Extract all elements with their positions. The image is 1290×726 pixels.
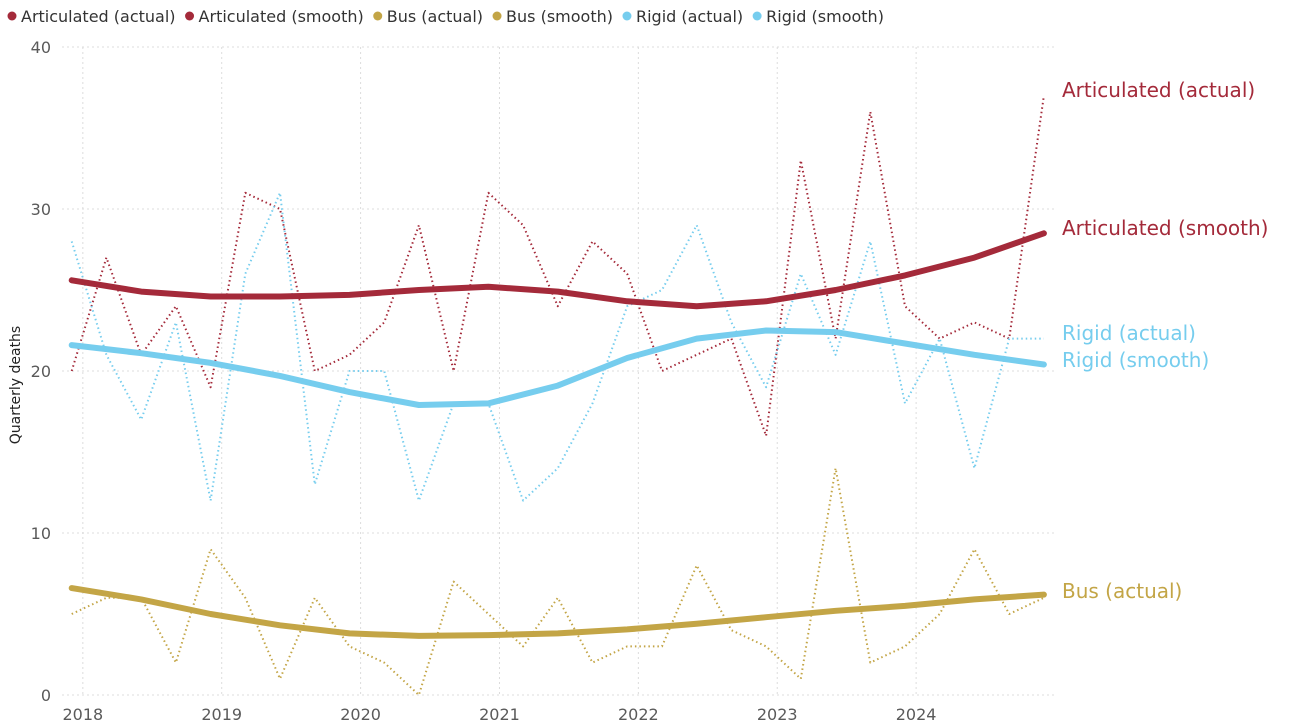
- x-tick-label: 2023: [757, 705, 798, 724]
- end-label: Articulated (actual): [1062, 78, 1255, 102]
- legend-item-label[interactable]: Articulated (smooth): [199, 7, 364, 26]
- legend-item-label[interactable]: Rigid (actual): [636, 7, 743, 26]
- legend-marker: [7, 11, 17, 21]
- end-label: Rigid (actual): [1062, 321, 1196, 345]
- legend-item-label[interactable]: Articulated (actual): [21, 7, 176, 26]
- rigid-smooth-line: [68, 327, 1047, 408]
- y-tick-label: 20: [31, 362, 51, 381]
- axes: Quarterly deaths 0 10 20 30 40 2018 2019 2020 20…: [8, 38, 936, 724]
- series-lines: [68, 95, 1047, 696]
- legend-marker: [622, 11, 632, 21]
- y-tick-label: 40: [31, 38, 51, 57]
- legend-marker: [752, 11, 762, 21]
- x-tick-label: 2024: [896, 705, 937, 724]
- legend-item-label[interactable]: Bus (smooth): [506, 7, 613, 26]
- y-tick-label: 10: [31, 524, 51, 543]
- y-tick-label: 0: [41, 686, 51, 705]
- legend-marker: [373, 11, 383, 21]
- x-tick-label: 2018: [62, 705, 103, 724]
- x-tick-label: 2019: [201, 705, 242, 724]
- legend[interactable]: Articulated (actual) Articulated (smooth)…: [7, 7, 884, 26]
- articulated-smooth-line: [68, 230, 1047, 310]
- legend-item-label[interactable]: Rigid (smooth): [766, 7, 884, 26]
- x-tick-label: 2020: [340, 705, 381, 724]
- legend-marker: [492, 11, 502, 21]
- end-label: Rigid (smooth): [1062, 348, 1209, 372]
- legend-marker: [185, 11, 195, 21]
- gridlines: [62, 46, 1055, 696]
- y-tick-label: 30: [31, 200, 51, 219]
- end-label: Articulated (smooth): [1062, 216, 1268, 240]
- bus-smooth-line: [68, 585, 1047, 639]
- y-axis-title: Quarterly deaths: [8, 326, 24, 444]
- x-tick-label: 2022: [618, 705, 659, 724]
- end-labels: Articulated (actual) Articulated (smooth)…: [1062, 78, 1268, 603]
- legend-item-label[interactable]: Bus (actual): [387, 7, 483, 26]
- end-label: Bus (actual): [1062, 579, 1182, 603]
- x-tick-label: 2021: [479, 705, 520, 724]
- articulated-actual-line: [70, 95, 1045, 437]
- bus-actual-line: [71, 467, 1045, 696]
